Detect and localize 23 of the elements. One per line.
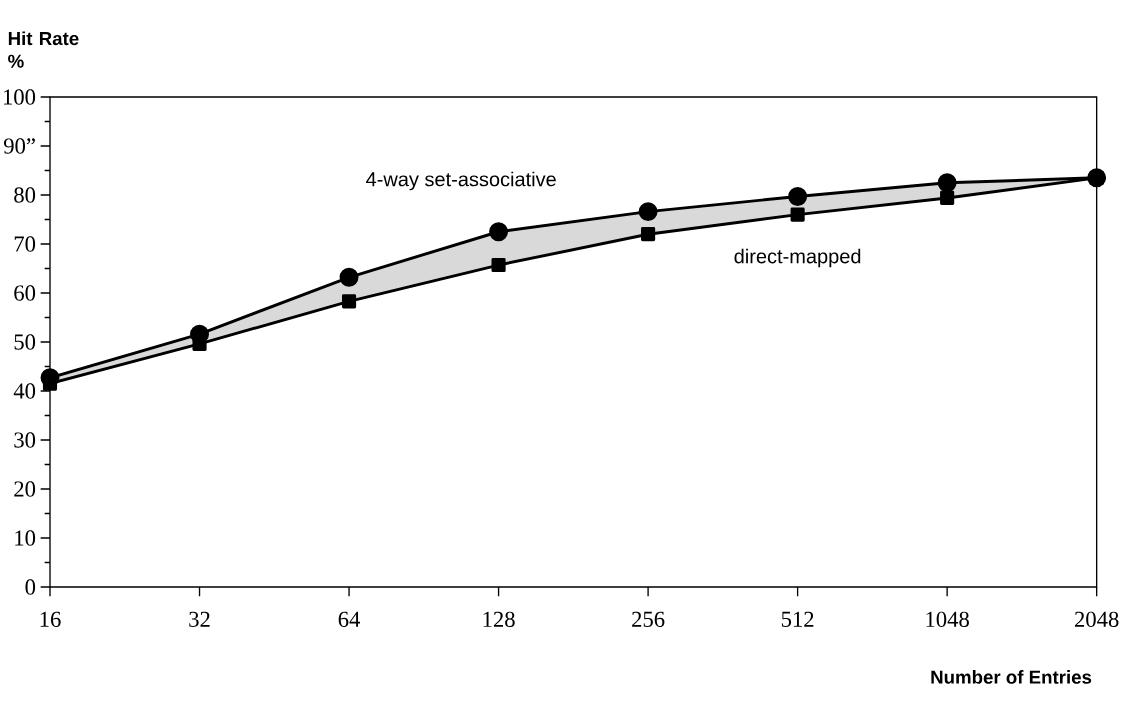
y-tick-label: 60 <box>14 285 36 301</box>
series-label: 4-way set-associative <box>366 171 556 191</box>
x-tick-label: 128 <box>483 611 515 627</box>
series-label: direct-mapped <box>734 248 861 268</box>
x-tick-label: 2048 <box>1074 611 1119 627</box>
y-tick-label: 70 <box>14 236 36 252</box>
x-axis-title: Number of Entries <box>931 670 1092 684</box>
x-tick-label: 1048 <box>926 611 969 627</box>
y-tick-label: 20 <box>14 481 36 497</box>
x-tick-label: 16 <box>40 611 61 627</box>
x-tick-label: 256 <box>632 611 665 627</box>
y-axis-title: Hit Rate % <box>8 31 79 68</box>
y-tick-label: 50 <box>14 334 36 350</box>
y-tick-label: 80 <box>14 187 36 203</box>
x-tick-label: 64 <box>338 611 361 627</box>
y-tick-label: 100 <box>3 89 36 105</box>
x-tick-label: 512 <box>781 611 814 627</box>
y-tick-label: 10 <box>15 530 36 546</box>
x-tick-label: 32 <box>189 611 210 627</box>
y-tick-label: 0 <box>25 579 36 595</box>
y-tick-label: 40 <box>13 383 36 399</box>
y-tick-label: 90” <box>3 138 35 154</box>
y-tick-label: 30 <box>14 432 36 448</box>
